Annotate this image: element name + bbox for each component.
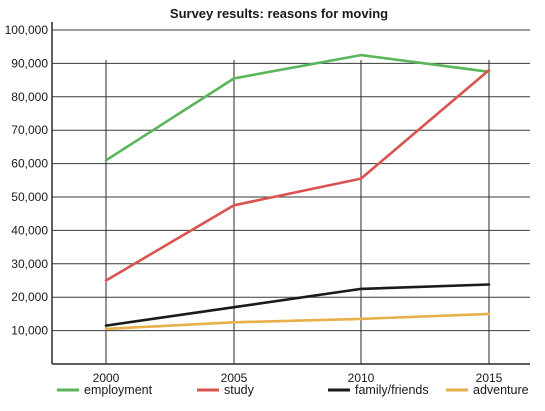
legend-label: adventure bbox=[473, 383, 529, 397]
y-tick-label: 10,000 bbox=[11, 324, 48, 338]
legend-label: family/friends bbox=[355, 383, 429, 397]
y-tick-label: 40,000 bbox=[11, 223, 48, 237]
x-tick-label: 2000 bbox=[93, 371, 120, 385]
legend-label: study bbox=[224, 383, 255, 397]
x-tick-label: 2015 bbox=[476, 371, 503, 385]
y-tick-label: 70,000 bbox=[11, 123, 48, 137]
y-tick-label: 90,000 bbox=[11, 56, 48, 70]
legend-label: employment bbox=[84, 383, 153, 397]
y-tick-label: 80,000 bbox=[11, 90, 48, 104]
series-line-study bbox=[104, 68, 491, 282]
series-line-family-friends bbox=[104, 283, 491, 327]
series-line-adventure bbox=[104, 312, 491, 331]
x-tick-label: 2010 bbox=[348, 371, 375, 385]
chart-title: Survey results: reasons for moving bbox=[170, 6, 388, 21]
axes: 10,000 20,000 30,000 40,000 50,000 60,000 70,0… bbox=[5, 22, 530, 385]
y-tick-label: 50,000 bbox=[11, 190, 48, 204]
series-line-employment bbox=[104, 53, 491, 162]
y-tick-label: 100,000 bbox=[5, 23, 49, 37]
x-tick-label: 2005 bbox=[221, 371, 248, 385]
legend: employment study family/friends adventure bbox=[57, 383, 529, 397]
y-tick-label: 60,000 bbox=[11, 157, 48, 171]
y-tick-label: 20,000 bbox=[11, 290, 48, 304]
series-lines bbox=[104, 53, 491, 331]
gridlines bbox=[52, 29, 530, 332]
y-tick-label: 30,000 bbox=[11, 257, 48, 271]
